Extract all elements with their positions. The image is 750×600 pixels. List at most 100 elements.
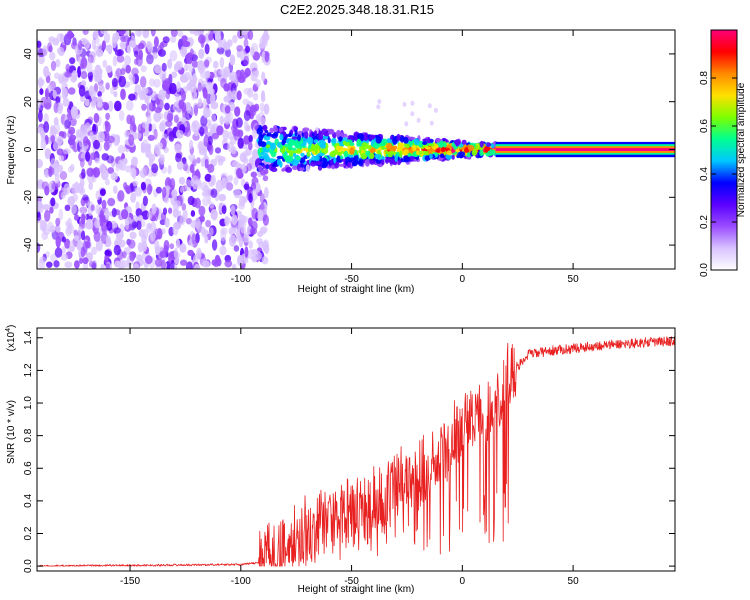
heatmap-cell: [244, 246, 249, 258]
heatmap-cell: [225, 48, 232, 58]
heatmap-cell: [300, 152, 305, 157]
heatmap-cell: [54, 173, 60, 184]
spectrogram-y-axis: -40 -20 0 20 40: [23, 48, 675, 252]
heatmap-cell: [165, 88, 171, 100]
heatmap-cell: [374, 153, 382, 159]
heatmap-cell: [291, 136, 298, 140]
heatmap-cell: [434, 152, 438, 157]
y-tick-label: 0.0: [23, 559, 34, 573]
heatmap-cell: [385, 157, 389, 164]
heatmap-cell: [74, 260, 80, 269]
heatmap-cell: [89, 152, 97, 160]
heatmap-cell: [235, 117, 243, 128]
heatmap-cell: [333, 157, 337, 164]
heatmap-cell: [233, 176, 239, 186]
heatmap-cell: [158, 89, 166, 102]
heatmap-cell: [198, 34, 206, 44]
heatmap-cell: [276, 155, 284, 160]
heatmap-cell: [93, 139, 100, 150]
heatmap-cell: [171, 189, 178, 198]
heatmap-cell: [190, 178, 195, 187]
heatmap-cell: [53, 260, 60, 268]
heatmap-cell: [123, 55, 132, 66]
heatmap-cell: [37, 47, 43, 58]
heatmap-cell: [202, 229, 209, 237]
heatmap-cell: [377, 143, 385, 147]
heatmap-cell: [381, 159, 385, 166]
heatmap-cell: [107, 197, 116, 207]
heatmap-cell: [110, 171, 118, 181]
heatmap-cell: [130, 192, 137, 203]
heatmap-cell: [343, 150, 349, 158]
spectrogram-x-label: Height of straight line (km): [298, 284, 415, 295]
heatmap-cell: [202, 87, 208, 99]
heatmap-cell: [40, 138, 47, 151]
heatmap-cell: [94, 37, 100, 44]
heatmap-cell: [77, 226, 83, 233]
heatmap-cell: [113, 91, 118, 98]
heatmap-cell: [92, 167, 101, 178]
y-tick-label: 0.6: [23, 461, 34, 475]
heatmap-cell: [258, 155, 265, 160]
heatmap-cell: [182, 161, 188, 172]
heatmap-cell: [352, 161, 356, 167]
heatmap-cell: [377, 99, 382, 104]
heatmap-cell: [92, 31, 99, 39]
heatmap-cell: [42, 45, 48, 57]
heatmap-cell: [110, 87, 115, 95]
heatmap-cell: [311, 135, 318, 141]
heatmap-cell: [107, 44, 113, 55]
heatmap-cell: [52, 37, 60, 46]
heatmap-cell: [467, 144, 475, 151]
heatmap-cell: [331, 164, 335, 170]
heatmap-cell: [175, 152, 182, 163]
heatmap-cell: [211, 113, 217, 123]
heatmap-cell: [272, 163, 277, 168]
heatmap-cell: [100, 263, 106, 269]
heatmap-cell: [57, 164, 64, 173]
heatmap-cell: [233, 189, 242, 199]
heatmap-cell: [337, 131, 344, 138]
heatmap-cell: [203, 134, 210, 147]
heatmap-cell: [103, 141, 110, 151]
x-tick-label: -50: [344, 274, 359, 285]
heatmap-cell: [178, 99, 185, 110]
heatmap-cell: [410, 111, 415, 117]
heatmap-cell: [148, 78, 155, 87]
heatmap-cell: [64, 119, 72, 129]
heatmap-cell: [104, 249, 111, 256]
heatmap-cell: [261, 90, 265, 100]
heatmap-cell: [44, 88, 49, 100]
heatmap-cell: [329, 160, 334, 165]
heatmap-cell: [97, 131, 105, 143]
heatmap-cell: [67, 165, 74, 173]
heatmap-cell: [44, 102, 52, 110]
x-tick-label: -100: [231, 576, 251, 587]
heatmap-cell: [243, 55, 250, 66]
y-tick-label: 20: [23, 96, 34, 108]
heatmap-cell: [349, 157, 355, 162]
heatmap-cell: [210, 174, 216, 186]
heatmap-cell: [111, 207, 117, 218]
figure-title: C2E2.2025.348.18.31.R15: [280, 2, 434, 17]
heatmap-cell: [67, 87, 76, 95]
heatmap-cell: [416, 150, 420, 156]
heatmap-cell: [260, 169, 267, 176]
heatmap-cell: [349, 147, 355, 155]
colorbar-tick-label: 0.6: [699, 119, 710, 133]
heatmap-cell: [159, 250, 167, 258]
heatmap-cell: [356, 138, 362, 146]
snr-y-axis: 0.0 0.2 0.4 0.6 0.8 1.0 1.2 1.4: [23, 330, 675, 573]
heatmap-cell: [205, 219, 212, 228]
heatmap-cell: [211, 239, 218, 251]
heatmap-cell: [121, 251, 127, 259]
heatmap-cell: [53, 122, 61, 135]
heatmap-cell: [189, 30, 196, 35]
heatmap-cell: [149, 231, 156, 242]
heatmap-cell: [435, 137, 441, 143]
heatmap-cell: [338, 136, 343, 142]
heatmap-cell: [159, 42, 164, 50]
y-tick-label: 1.2: [23, 363, 34, 377]
heatmap-cell: [199, 215, 205, 223]
heatmap-cell: [104, 208, 110, 220]
